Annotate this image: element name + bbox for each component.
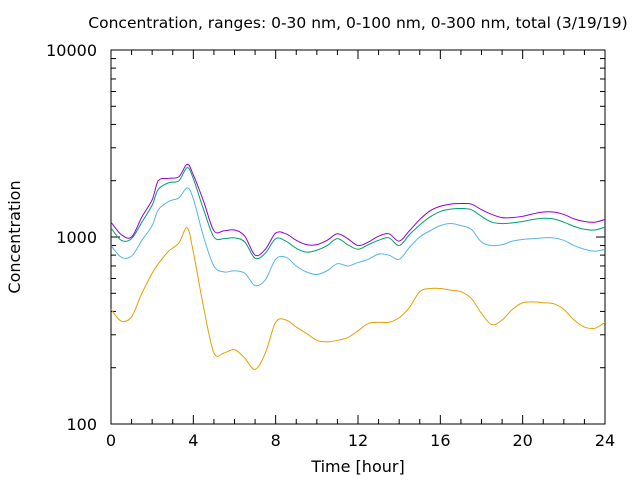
- series-line-3: [110, 167, 606, 260]
- x-tick-label: 8: [271, 431, 281, 450]
- y-tick-label: 1000: [56, 228, 97, 247]
- x-tick-label: 16: [430, 431, 450, 450]
- axis-ticks: [110, 49, 606, 425]
- x-axis-label: Time [hour]: [310, 457, 404, 476]
- y-tick-label: 100: [66, 415, 97, 434]
- x-tick-label: 12: [348, 431, 368, 450]
- chart-title: Concentration, ranges: 0-30 nm, 0-100 nm…: [88, 14, 627, 32]
- series-lines: [110, 163, 606, 370]
- series-line-2: [110, 187, 606, 287]
- series-line-1: [110, 227, 606, 370]
- x-tick-labels: 0 4 8 12 16 20 24: [106, 431, 615, 450]
- y-axis-label: Concentration: [5, 180, 24, 293]
- plot-frame: [110, 49, 606, 425]
- x-tick-label: 20: [512, 431, 532, 450]
- x-tick-label: 0: [106, 431, 116, 450]
- x-tick-label: 24: [595, 431, 615, 450]
- y-tick-label: 10000: [46, 41, 97, 60]
- y-tick-labels: 100 1000 10000: [46, 41, 97, 434]
- x-tick-label: 4: [188, 431, 198, 450]
- series-line-4: [110, 163, 606, 257]
